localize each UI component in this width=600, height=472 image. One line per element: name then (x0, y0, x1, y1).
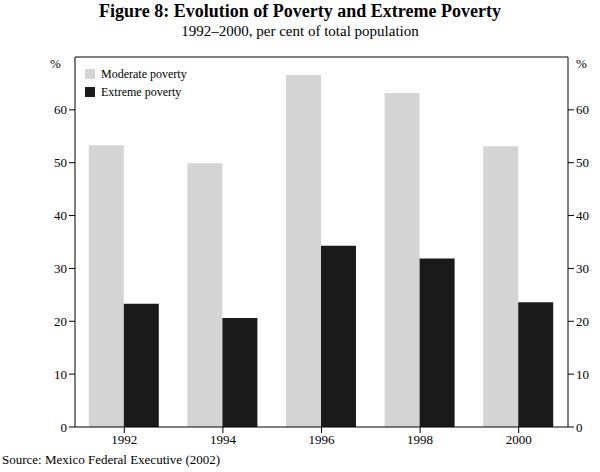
svg-text:30: 30 (576, 261, 589, 276)
svg-text:10: 10 (54, 367, 67, 382)
svg-text:50: 50 (576, 155, 589, 170)
svg-text:10: 10 (576, 367, 589, 382)
svg-text:0: 0 (576, 420, 583, 435)
html-text:Source: Mexico Federal Executi: Source: Mexico Federal Executive (2002) (2, 452, 220, 467)
svg-text:1998: 1998 (407, 432, 433, 447)
svg-text:40: 40 (54, 208, 67, 223)
svg-text:20: 20 (576, 314, 589, 329)
html-text:Extreme poverty: Extreme poverty (101, 85, 182, 99)
svg-text:60: 60 (576, 102, 589, 117)
svg-text:60: 60 (54, 102, 67, 117)
svg-text:20: 20 (54, 314, 67, 329)
html-text:1992–2000, per cent of total p: 1992–2000, per cent of total population (181, 23, 419, 39)
svg-text:0: 0 (61, 420, 68, 435)
html-text:Moderate poverty: Moderate poverty (101, 67, 187, 81)
svg-text:50: 50 (54, 155, 67, 170)
html-text:Figure 8: Evolution of Poverty: Figure 8: Evolution of Poverty and Extre… (99, 1, 501, 21)
svg-text:30: 30 (54, 261, 67, 276)
svg-text:1994: 1994 (210, 432, 237, 447)
svg-text:2000: 2000 (506, 432, 532, 447)
svg-text:1996: 1996 (309, 432, 336, 447)
svg-text:40: 40 (576, 208, 589, 223)
svg-text:1992: 1992 (111, 432, 137, 447)
